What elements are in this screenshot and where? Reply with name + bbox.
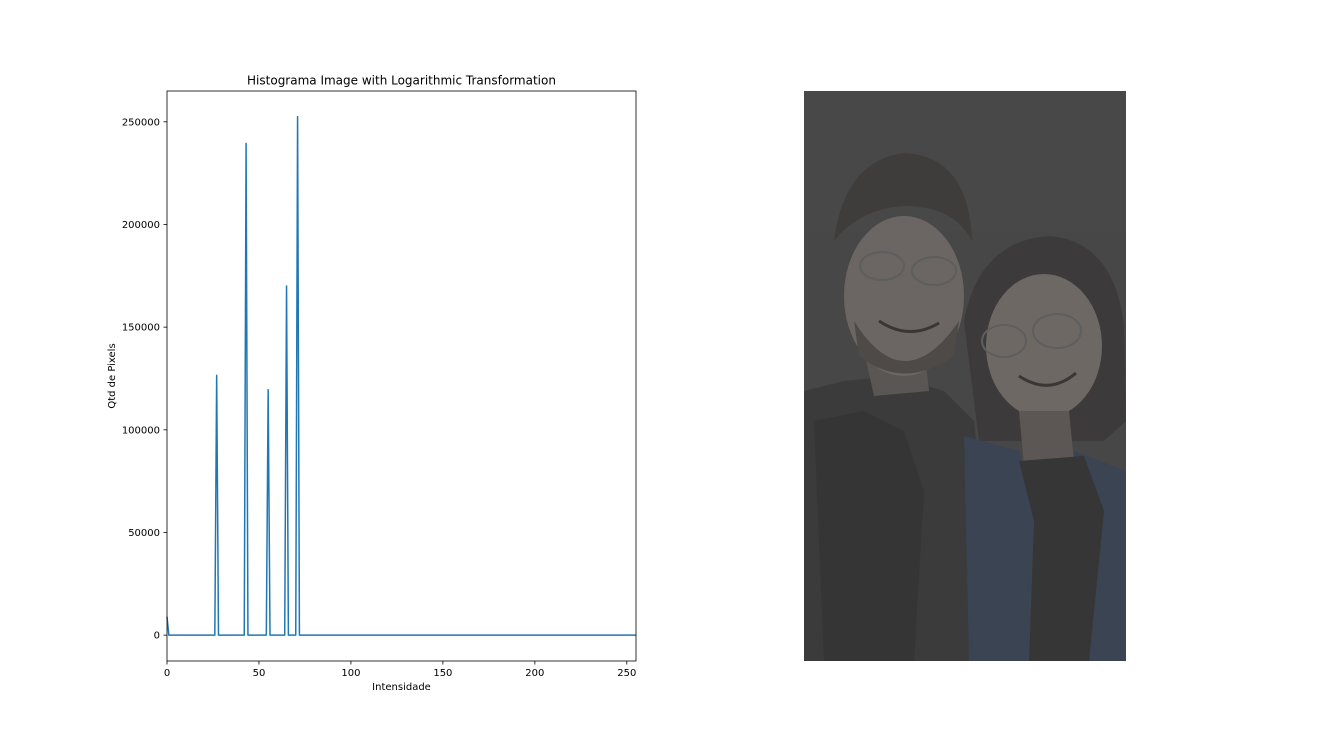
x-tick-label: 200	[525, 668, 544, 679]
x-axis-label: Intensidade	[372, 682, 431, 693]
x-tick-label: 250	[617, 668, 636, 679]
plot-lines	[166, 115, 636, 636]
y-axis-ticks: 0 50000 100000 150000 200000 250000	[122, 117, 167, 642]
x-tick-label: 150	[433, 668, 452, 679]
chart-title: Histograma Image with Logarithmic Transf…	[247, 74, 556, 88]
y-tick-label: 50000	[128, 528, 160, 539]
x-tick-label: 100	[341, 668, 360, 679]
photo-illustration	[804, 91, 1126, 661]
y-axis-label: Qtd de Pixels	[107, 343, 118, 408]
x-axis-ticks: 0 50 100 150 200 250	[164, 661, 636, 679]
transformed-photo	[804, 91, 1126, 661]
y-tick-label: 150000	[122, 323, 160, 334]
plot-frame	[166, 90, 637, 662]
histogram-series-line	[166, 115, 636, 636]
y-tick-label: 250000	[122, 117, 160, 128]
x-tick-label: 50	[253, 668, 266, 679]
x-tick-label: 0	[164, 668, 170, 679]
y-tick-label: 100000	[122, 425, 160, 436]
y-tick-label: 200000	[122, 220, 160, 231]
y-tick-label: 0	[154, 631, 160, 642]
